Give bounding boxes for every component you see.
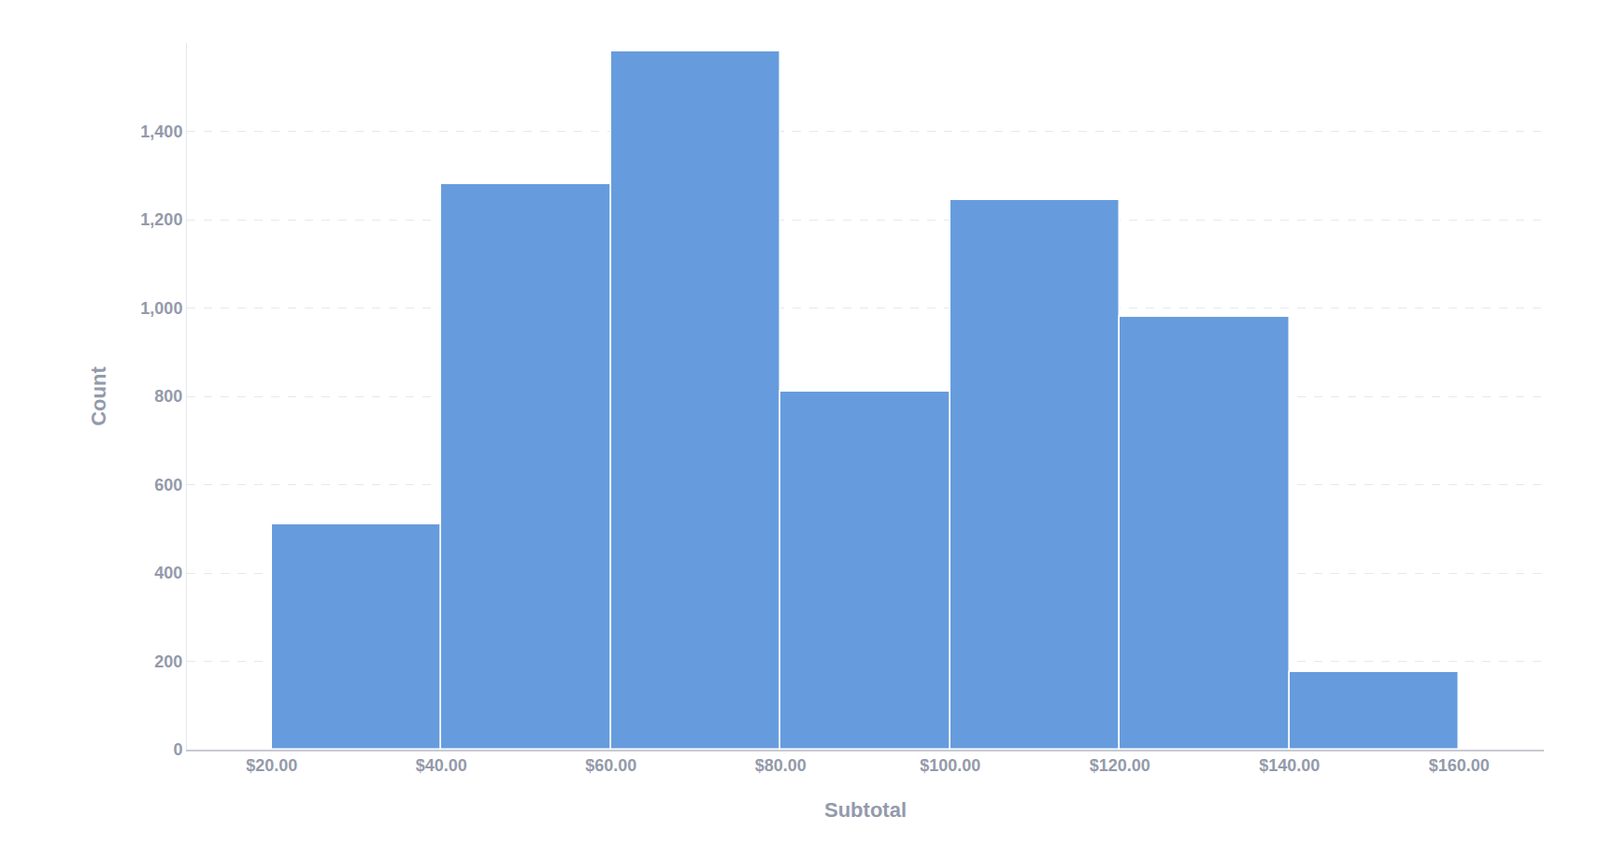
svg-text:600: 600 — [154, 475, 183, 495]
svg-text:$40.00: $40.00 — [415, 756, 468, 775]
svg-text:$100.00: $100.00 — [919, 756, 981, 775]
svg-text:$140.00: $140.00 — [1258, 756, 1320, 775]
svg-text:1,400: 1,400 — [140, 122, 183, 142]
svg-text:$160.00: $160.00 — [1428, 756, 1490, 775]
svg-text:Subtotal: Subtotal — [824, 798, 907, 822]
svg-text:800: 800 — [154, 386, 183, 406]
svg-text:200: 200 — [154, 652, 183, 672]
svg-text:$80.00: $80.00 — [755, 756, 807, 775]
svg-text:1,200: 1,200 — [140, 210, 183, 229]
svg-text:$60.00: $60.00 — [585, 756, 637, 775]
svg-text:$120.00: $120.00 — [1089, 756, 1151, 775]
svg-text:Count: Count — [86, 366, 111, 427]
svg-text:1,000: 1,000 — [140, 299, 183, 318]
svg-text:$20.00: $20.00 — [245, 756, 298, 775]
svg-text:400: 400 — [154, 563, 183, 583]
svg-text:0: 0 — [172, 740, 183, 759]
